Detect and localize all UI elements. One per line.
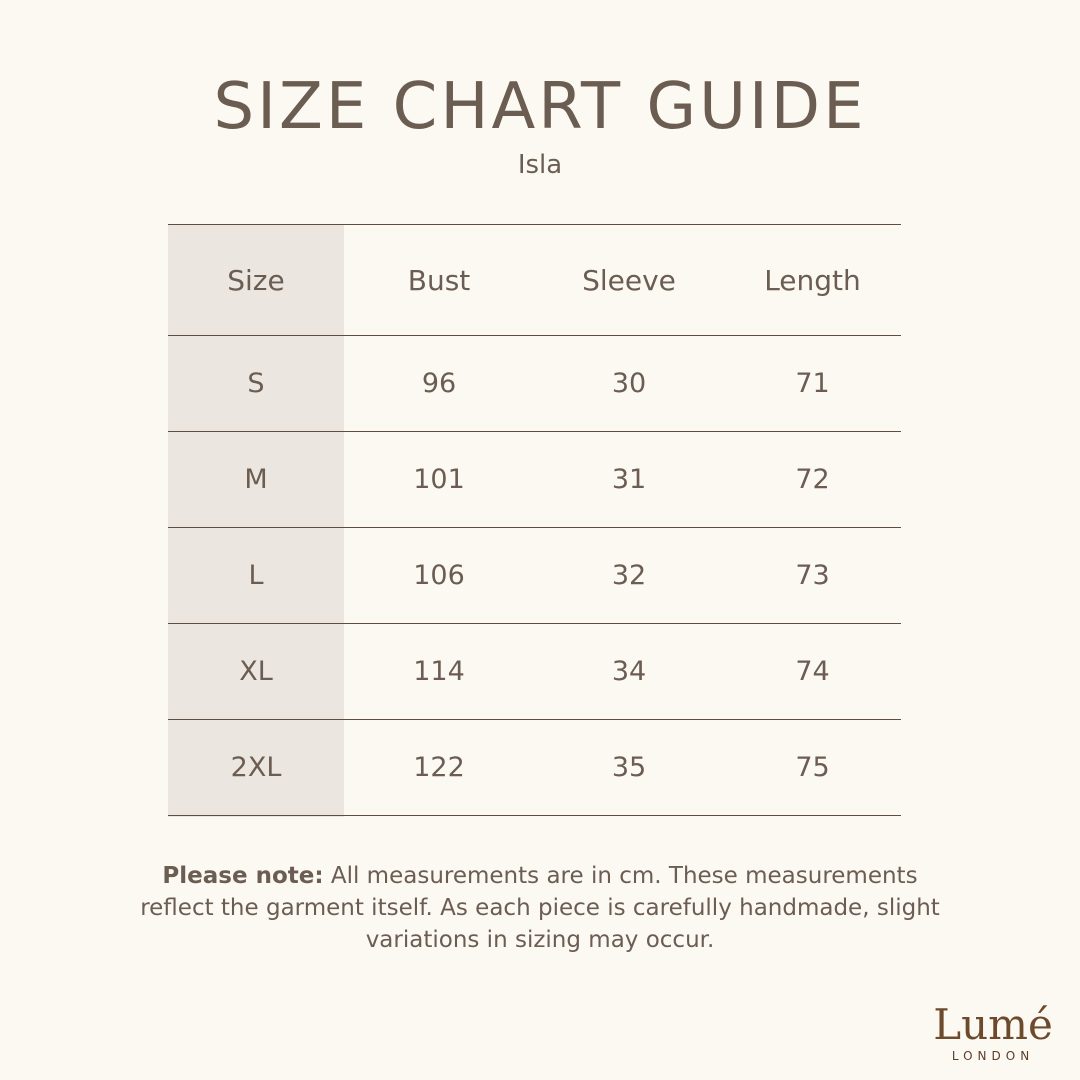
size-cell: XL	[168, 623, 344, 720]
page-title: SIZE CHART GUIDE	[213, 70, 867, 144]
note-text: All measurements are in cm. These measur…	[140, 863, 940, 953]
column-header-sleeve: Sleeve	[534, 224, 724, 336]
size-cell: M	[168, 431, 344, 528]
bust-cell: 114	[344, 623, 534, 720]
table-row: 2XL 122 35 75	[168, 719, 901, 816]
logo-subtitle: LONDON	[951, 1049, 1035, 1063]
bust-cell: 122	[344, 719, 534, 816]
column-header-size: Size	[168, 224, 344, 336]
size-table: Size Bust Sleeve Length S 96 30 71 M 101…	[168, 224, 901, 816]
length-cell: 72	[724, 431, 901, 528]
table-row: XL 114 34 74	[168, 623, 901, 720]
measurement-note: Please note: All measurements are in cm.…	[140, 860, 940, 956]
product-name: Isla	[517, 150, 563, 180]
column-header-bust: Bust	[344, 224, 534, 336]
size-cell: L	[168, 527, 344, 624]
sleeve-cell: 34	[534, 623, 724, 720]
length-cell: 74	[724, 623, 901, 720]
bust-cell: 96	[344, 335, 534, 432]
note-label: Please note:	[162, 863, 324, 889]
size-cell: 2XL	[168, 719, 344, 816]
length-cell: 73	[724, 527, 901, 624]
sleeve-cell: 30	[534, 335, 724, 432]
table-header-row: Size Bust Sleeve Length	[168, 224, 901, 336]
brand-logo: Lumé LONDON	[918, 1000, 1068, 1064]
table-row: S 96 30 71	[168, 335, 901, 432]
sleeve-cell: 31	[534, 431, 724, 528]
table-row: L 106 32 73	[168, 527, 901, 624]
bust-cell: 101	[344, 431, 534, 528]
sleeve-cell: 32	[534, 527, 724, 624]
size-cell: S	[168, 335, 344, 432]
length-cell: 75	[724, 719, 901, 816]
bust-cell: 106	[344, 527, 534, 624]
column-header-length: Length	[724, 224, 901, 336]
logo-name: Lumé	[933, 1000, 1053, 1049]
table-row: M 101 31 72	[168, 431, 901, 528]
length-cell: 71	[724, 335, 901, 432]
sleeve-cell: 35	[534, 719, 724, 816]
